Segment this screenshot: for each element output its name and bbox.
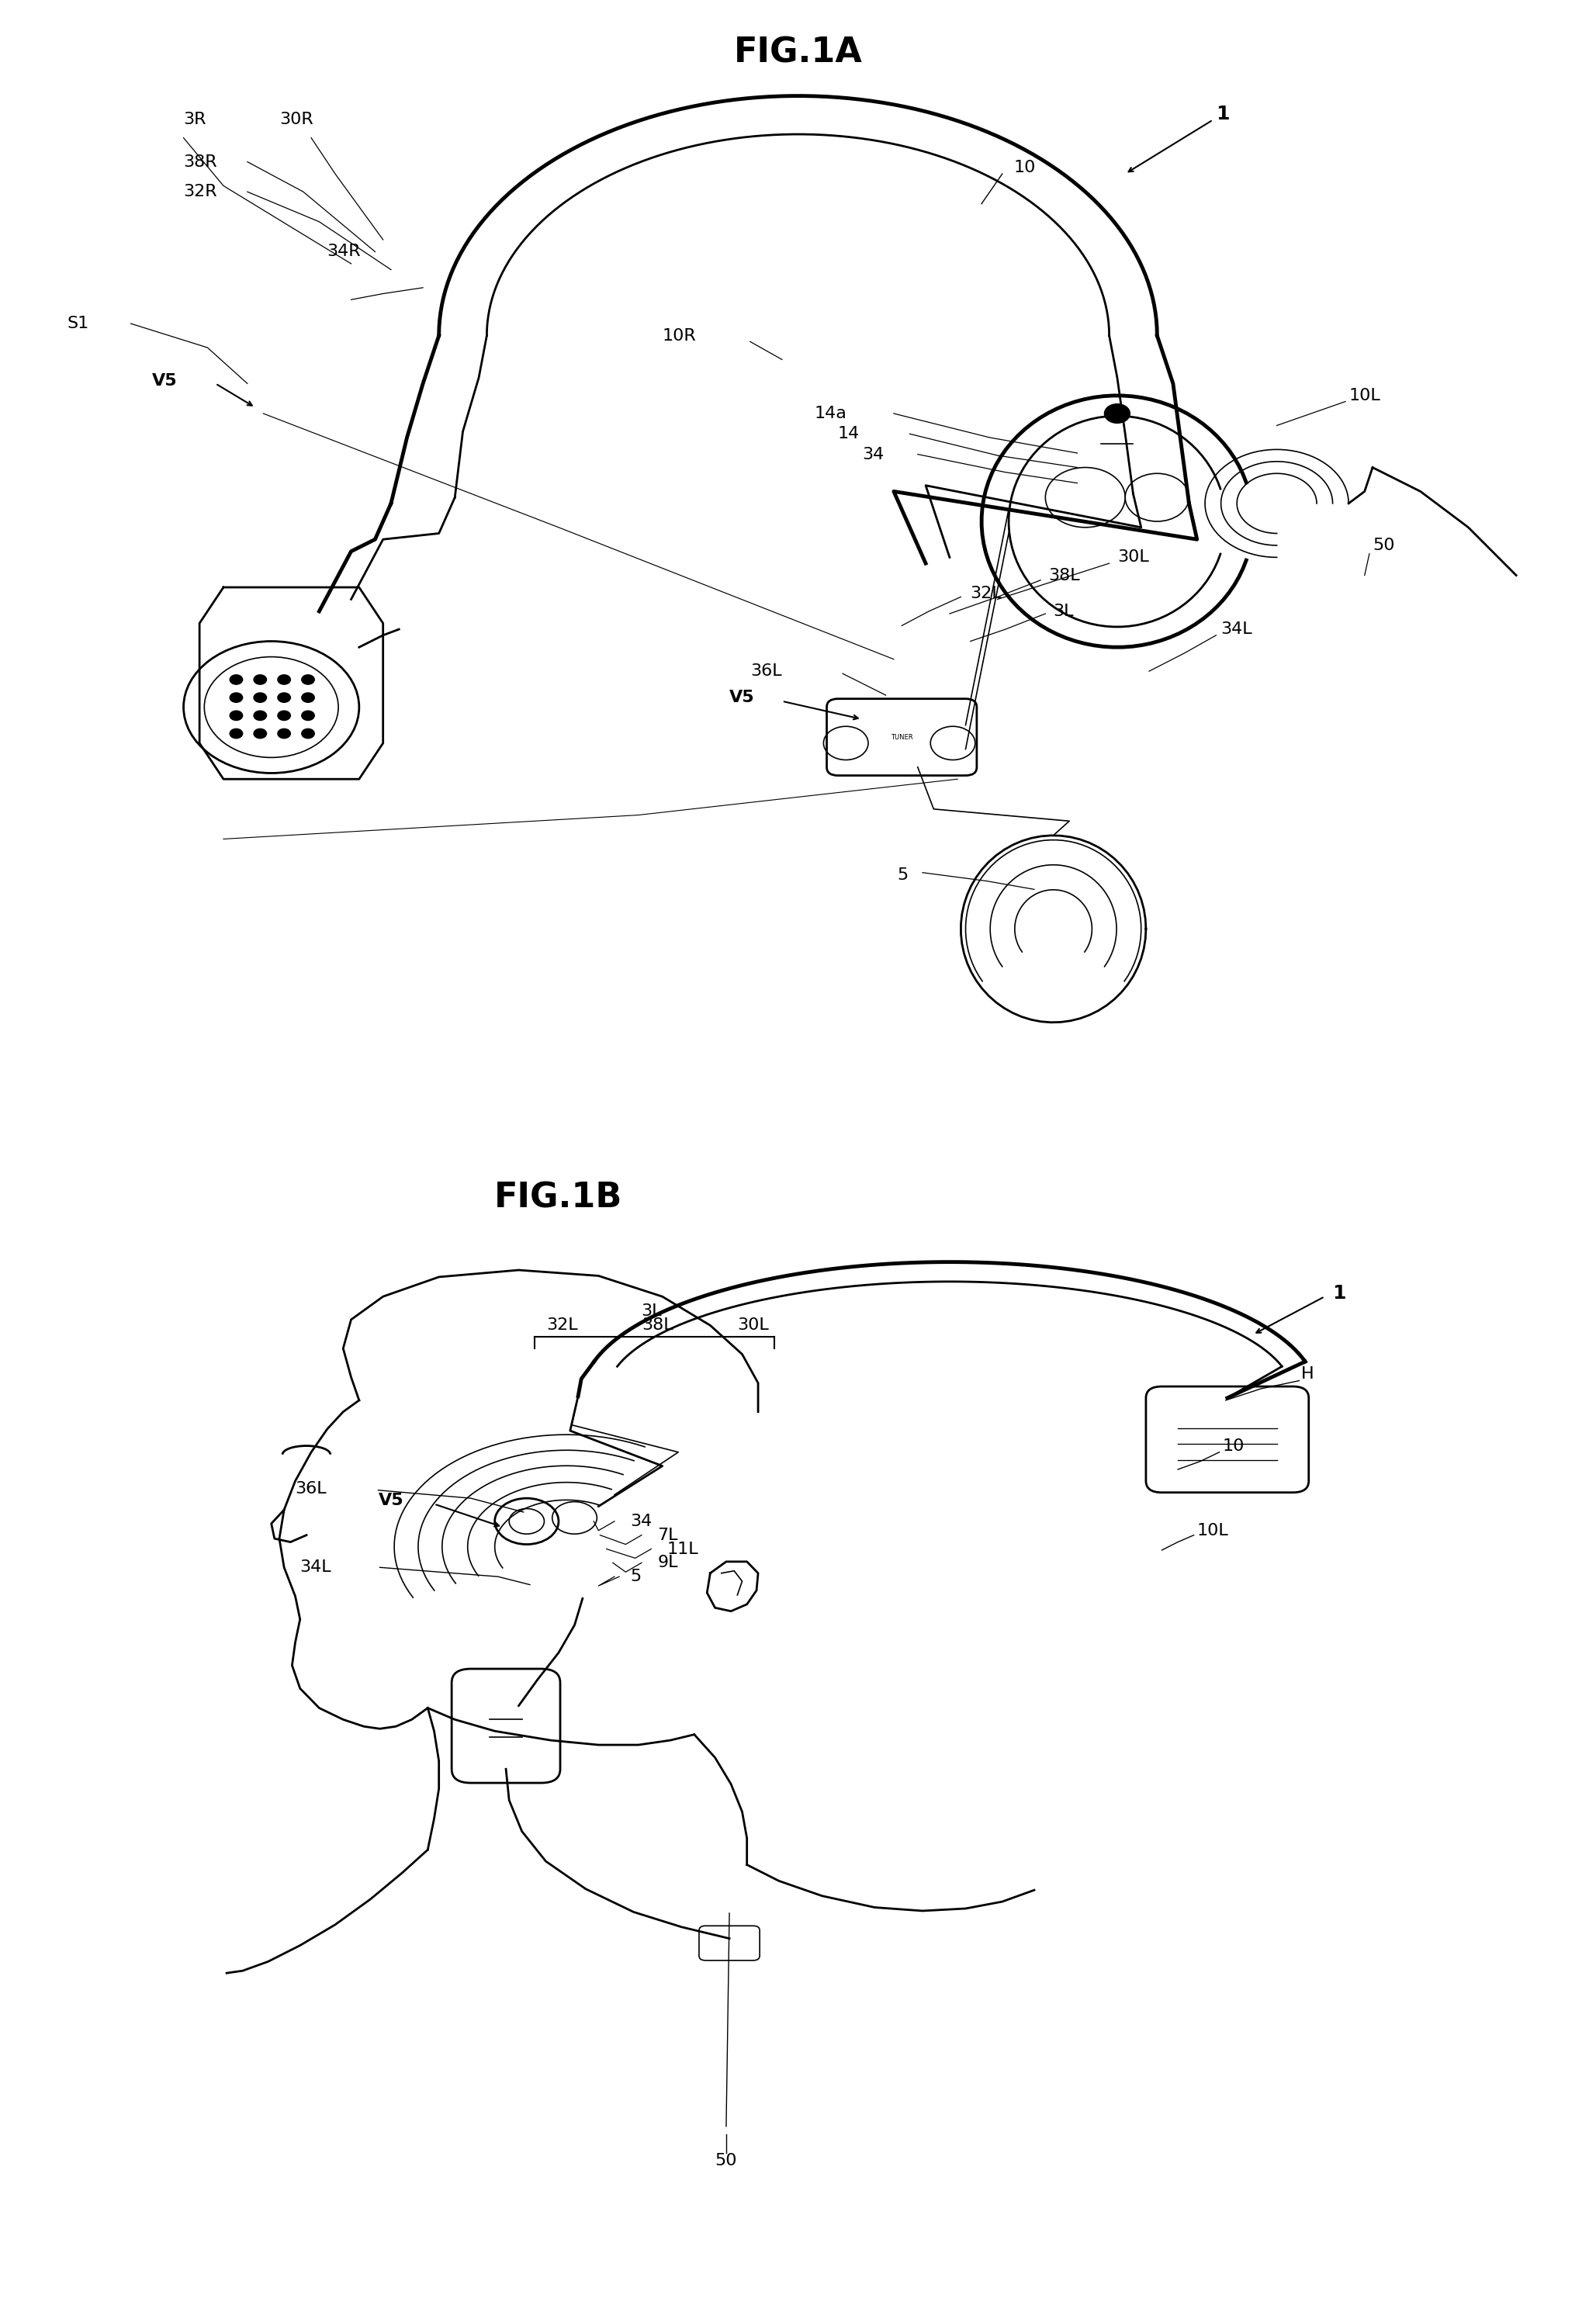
Text: 9L: 9L [658, 1556, 678, 1570]
Text: 14: 14 [838, 426, 860, 443]
Text: 3L: 3L [1053, 604, 1074, 620]
Circle shape [230, 694, 243, 703]
Text: 38R: 38R [184, 154, 217, 171]
Text: 7L: 7L [658, 1528, 678, 1542]
Circle shape [278, 675, 290, 685]
Circle shape [302, 675, 314, 685]
Circle shape [254, 694, 267, 703]
Text: 38L: 38L [1049, 567, 1080, 583]
Text: 30L: 30L [737, 1318, 769, 1332]
Text: 34: 34 [862, 447, 884, 461]
Text: 10: 10 [1223, 1438, 1245, 1454]
Text: V5: V5 [378, 1494, 404, 1507]
Text: 30L: 30L [1117, 549, 1149, 565]
Circle shape [254, 675, 267, 685]
Circle shape [278, 694, 290, 703]
Text: 34: 34 [630, 1514, 653, 1528]
Text: 34R: 34R [327, 244, 361, 260]
Circle shape [254, 710, 267, 721]
Text: 3L: 3L [642, 1305, 661, 1318]
Text: S1: S1 [67, 316, 89, 332]
Text: 1: 1 [1333, 1284, 1347, 1302]
Text: 10L: 10L [1349, 387, 1381, 403]
Text: 32L: 32L [970, 585, 1002, 602]
Circle shape [278, 728, 290, 738]
Text: 30R: 30R [279, 113, 313, 127]
Circle shape [278, 710, 290, 721]
Text: 5: 5 [897, 867, 908, 883]
Circle shape [302, 710, 314, 721]
Text: 10: 10 [1013, 159, 1036, 175]
Text: 5: 5 [630, 1570, 642, 1584]
Text: TUNER: TUNER [891, 733, 913, 740]
Circle shape [230, 675, 243, 685]
Text: 1: 1 [1216, 104, 1231, 122]
Text: H: H [1301, 1367, 1314, 1381]
Text: 36L: 36L [295, 1482, 327, 1496]
Text: 10R: 10R [662, 327, 696, 343]
Text: V5: V5 [729, 689, 755, 705]
Text: 10L: 10L [1197, 1524, 1229, 1537]
Text: V5: V5 [152, 373, 177, 390]
Circle shape [302, 694, 314, 703]
Circle shape [230, 710, 243, 721]
Text: 34L: 34L [1221, 622, 1253, 636]
Circle shape [254, 728, 267, 738]
Circle shape [1104, 403, 1130, 424]
Text: 50: 50 [715, 2153, 737, 2169]
Text: 14a: 14a [814, 406, 846, 422]
Text: 38L: 38L [642, 1318, 674, 1332]
Text: 32R: 32R [184, 184, 217, 201]
Text: FIG.1B: FIG.1B [495, 1180, 622, 1215]
Text: 11L: 11L [667, 1542, 699, 1556]
Circle shape [302, 728, 314, 738]
Text: 50: 50 [1373, 537, 1395, 553]
Text: 3R: 3R [184, 113, 206, 127]
Text: 36L: 36L [750, 664, 782, 680]
Text: 32L: 32L [546, 1318, 578, 1332]
Circle shape [230, 728, 243, 738]
Text: 34L: 34L [300, 1560, 332, 1574]
Text: FIG.1A: FIG.1A [734, 37, 862, 69]
